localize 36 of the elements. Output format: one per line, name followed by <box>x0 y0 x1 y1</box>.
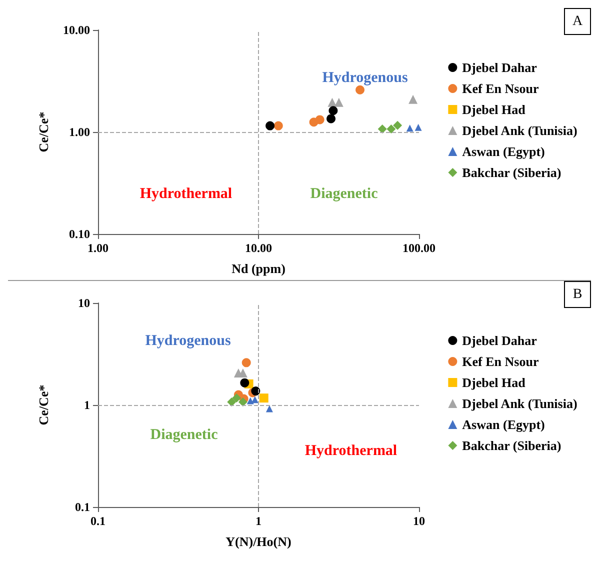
legend-label: Djebel Had <box>462 375 526 390</box>
y-axis-title: Ce/Ce* <box>36 112 51 152</box>
legend-label: Bakchar (Siberia) <box>462 438 562 453</box>
x-tick-label: 10 <box>413 514 425 528</box>
y-tick-label: 10.00 <box>63 23 90 37</box>
text: B <box>572 287 582 302</box>
y-tick-label: 0.10 <box>69 227 90 241</box>
x-tick-label: 1 <box>256 514 262 528</box>
legend-label: Kef En Nsour <box>462 81 539 96</box>
annotation: Diagenetic <box>150 427 218 443</box>
legend-label: Djebel Dahar <box>462 333 538 348</box>
annotation: Diagenetic <box>310 186 378 202</box>
y-tick-label: 0.1 <box>75 500 90 514</box>
legend-label: Djebel Ank (Tunisia) <box>462 396 578 411</box>
legend-label: Aswan (Egypt) <box>462 417 545 432</box>
annotation: Hydrothermal <box>304 443 398 459</box>
text: A <box>572 14 584 29</box>
x-axis-title: Nd (ppm) <box>232 261 286 276</box>
legend-label: Djebel Had <box>462 102 526 117</box>
x-tick-label: 0.1 <box>90 514 106 528</box>
y-tick-label: 10 <box>78 296 90 310</box>
annotation: Hydrogenous <box>322 70 408 86</box>
annotation: Hydrothermal <box>140 186 232 202</box>
annotation: Hydrogenous <box>145 333 231 349</box>
y-tick-label: 1.00 <box>69 125 90 139</box>
legend-label: Bakchar (Siberia) <box>462 165 562 180</box>
legend-label: Aswan (Egypt) <box>462 144 545 159</box>
x-tick-label: 100.00 <box>402 241 436 255</box>
x-tick-label: 1.00 <box>88 241 108 255</box>
y-axis-title: Ce/Ce* <box>36 384 51 426</box>
legend-label: Djebel Dahar <box>462 60 538 75</box>
legend-label: Kef En Nsour <box>462 354 539 369</box>
y-tick-label: 1 <box>84 398 90 412</box>
legend-label: Djebel Ank (Tunisia) <box>462 123 578 138</box>
x-tick-label: 10.00 <box>245 241 272 255</box>
x-axis-title: Y(N)/Ho(N) <box>226 534 292 549</box>
